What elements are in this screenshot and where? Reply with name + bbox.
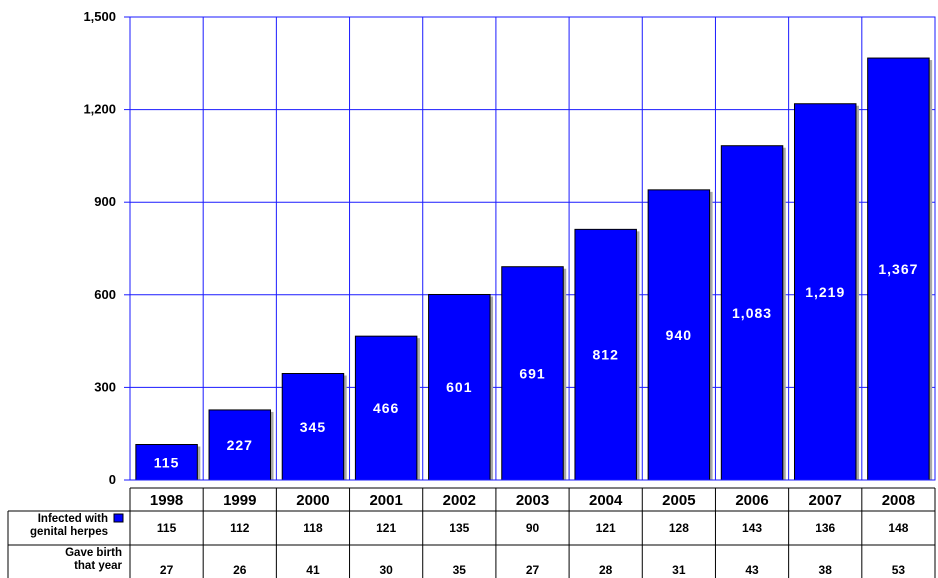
table-cell-value: 30 (379, 563, 393, 577)
x-category-label: 1999 (223, 492, 256, 509)
bar-value-label: 466 (373, 400, 399, 416)
table-cell-value: 135 (449, 521, 469, 535)
y-tick-label: 1,500 (83, 9, 116, 24)
table-cell-value: 115 (157, 521, 177, 535)
table-cell-value: 128 (669, 521, 689, 535)
y-tick-label: 1,200 (83, 102, 116, 117)
table-cell-value: 26 (233, 563, 247, 577)
x-category-label: 2000 (296, 492, 329, 509)
x-category-label: 2004 (589, 492, 623, 509)
y-tick-label: 600 (94, 287, 116, 302)
table-cell-value: 118 (303, 521, 323, 535)
bar (720, 145, 784, 481)
table-cell-value: 43 (745, 563, 759, 577)
bar-value-label: 227 (227, 437, 253, 453)
bar-value-label: 1,367 (878, 261, 918, 277)
table-cell-value: 143 (742, 521, 762, 535)
bar-value-label: 345 (300, 419, 326, 435)
table-row-label: genital herpes (30, 526, 108, 538)
table-cell-value: 136 (815, 521, 835, 535)
bar-value-label: 940 (666, 327, 692, 343)
table-cell-value: 121 (596, 521, 616, 535)
table-cell-value: 41 (306, 563, 320, 577)
x-category-label: 2005 (662, 492, 695, 509)
table-cell-value: 28 (599, 563, 613, 577)
table-cell-value: 27 (160, 563, 174, 577)
x-category-label: 2002 (443, 492, 476, 509)
bar (354, 335, 418, 481)
x-category-label: 2003 (516, 492, 549, 509)
table-cell-value: 148 (888, 521, 908, 535)
legend-key (113, 513, 124, 523)
axes: 0 300 600 900 1,200 1,500 (83, 9, 936, 487)
bar-value-label: 691 (519, 365, 545, 381)
table-cell-value: 121 (376, 521, 396, 535)
x-category-label: 1998 (150, 492, 183, 509)
bar (428, 293, 491, 481)
bar (574, 228, 637, 481)
x-category-label: 2001 (369, 492, 402, 509)
y-tick-label: 0 (109, 472, 116, 487)
bar-value-label: 812 (593, 347, 619, 363)
bar (208, 409, 272, 481)
table-cell-value: 112 (230, 521, 250, 535)
data-table: 1998 1999 2000 2001 2002 2003 2004 2005 2006 2007… (7, 487, 936, 578)
table-row-label: Gave birth (65, 547, 122, 559)
bar-value-label: 1,083 (732, 305, 772, 321)
bar (647, 189, 711, 481)
bar (793, 103, 857, 481)
table-cell-value: 53 (892, 563, 906, 577)
table-row-label: that year (74, 560, 122, 572)
table-row-label: Infected with (38, 513, 108, 525)
bar-value-label: 601 (446, 379, 472, 395)
table-cell-value: 31 (672, 563, 686, 577)
plot-frame (129, 16, 936, 481)
bar-value-label: 115 (154, 454, 180, 470)
x-category-label: 2006 (735, 492, 768, 509)
bar (867, 57, 930, 481)
bar-value-label: 1,219 (805, 284, 845, 300)
table-cell-value: 90 (526, 521, 540, 535)
x-category-label: 2008 (882, 492, 915, 509)
y-tick-label: 900 (94, 194, 116, 209)
bar (135, 444, 198, 481)
table-cell-value: 27 (526, 563, 540, 577)
table-cell-value: 38 (819, 563, 833, 577)
table-cell-value: 35 (453, 563, 467, 577)
bars: 115 227 345 466 601 691 812 940 1,083 1,219 1,367 (135, 57, 933, 481)
x-category-label: 2007 (809, 492, 842, 509)
bar (501, 266, 564, 481)
y-tick-label: 300 (94, 379, 116, 394)
bar (281, 373, 345, 481)
